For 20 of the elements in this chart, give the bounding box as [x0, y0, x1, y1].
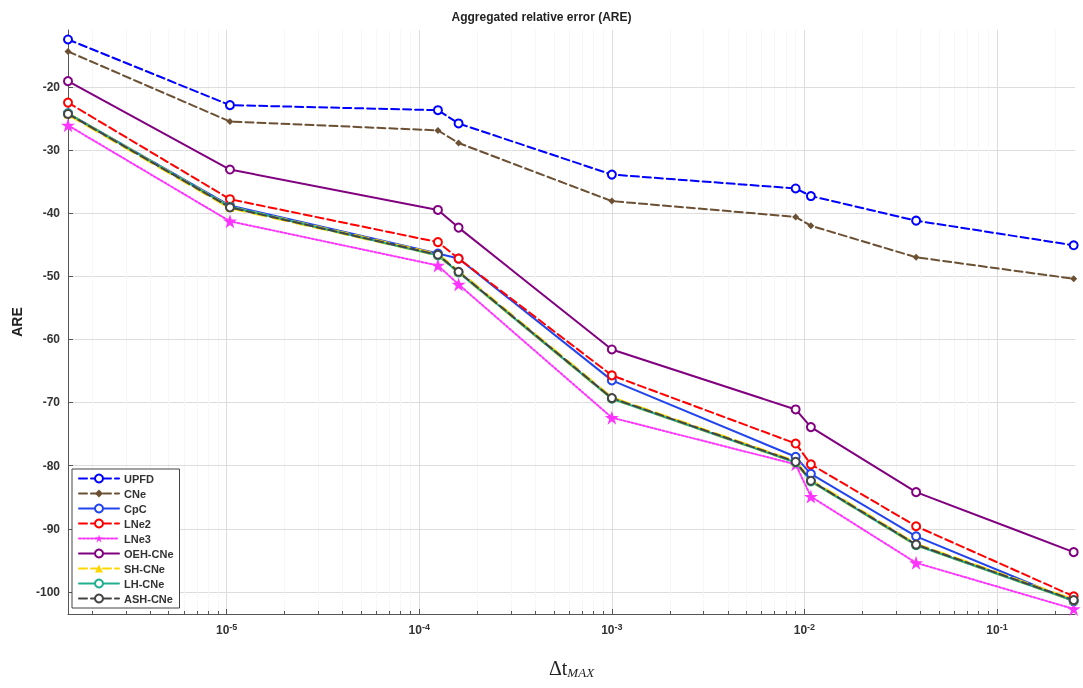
legend-label: CNe — [124, 487, 147, 500]
y-tick-label: -20 — [42, 79, 61, 94]
legend-label: CpC — [124, 502, 147, 515]
legend-label: SH-CNe — [124, 562, 165, 575]
y-tick-label: -90 — [42, 521, 61, 536]
legend-label: LNe2 — [124, 517, 151, 530]
chart-title: Aggregated relative error (ARE) — [451, 10, 632, 24]
y-tick-label: -100 — [35, 584, 61, 599]
y-tick-label: -30 — [42, 142, 61, 157]
y-tick-label: -50 — [42, 269, 61, 284]
legend-label: OEH-CNe — [124, 547, 174, 560]
legend-label: LH-CNe — [124, 577, 165, 590]
y-tick-label: -70 — [42, 395, 61, 410]
y-tick-label: -80 — [42, 458, 61, 473]
legend-label: UPFD — [124, 472, 154, 485]
legend-label: LNe3 — [124, 532, 151, 545]
y-axis-title: ARE — [9, 307, 25, 337]
legend-label: ASH-CNe — [124, 592, 173, 605]
y-tick-label: -40 — [42, 206, 61, 221]
y-tick-label: -60 — [42, 332, 61, 347]
